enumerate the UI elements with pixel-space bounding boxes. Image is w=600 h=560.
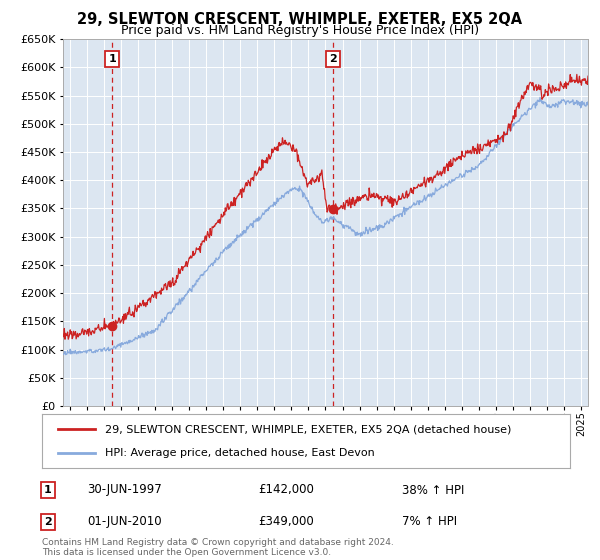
Text: 29, SLEWTON CRESCENT, WHIMPLE, EXETER, EX5 2QA (detached house): 29, SLEWTON CRESCENT, WHIMPLE, EXETER, E…: [106, 424, 512, 435]
Text: Price paid vs. HM Land Registry's House Price Index (HPI): Price paid vs. HM Land Registry's House …: [121, 24, 479, 36]
Text: 1: 1: [109, 54, 116, 64]
Text: 30-JUN-1997: 30-JUN-1997: [87, 483, 162, 497]
Text: £349,000: £349,000: [258, 515, 314, 529]
Text: 1: 1: [44, 485, 52, 495]
Text: 2: 2: [329, 54, 337, 64]
Text: 2: 2: [44, 517, 52, 527]
Text: Contains HM Land Registry data © Crown copyright and database right 2024.
This d: Contains HM Land Registry data © Crown c…: [42, 538, 394, 557]
Text: 38% ↑ HPI: 38% ↑ HPI: [402, 483, 464, 497]
Text: 7% ↑ HPI: 7% ↑ HPI: [402, 515, 457, 529]
Text: 29, SLEWTON CRESCENT, WHIMPLE, EXETER, EX5 2QA: 29, SLEWTON CRESCENT, WHIMPLE, EXETER, E…: [77, 12, 523, 27]
Text: 01-JUN-2010: 01-JUN-2010: [87, 515, 161, 529]
Text: HPI: Average price, detached house, East Devon: HPI: Average price, detached house, East…: [106, 447, 375, 458]
Text: £142,000: £142,000: [258, 483, 314, 497]
